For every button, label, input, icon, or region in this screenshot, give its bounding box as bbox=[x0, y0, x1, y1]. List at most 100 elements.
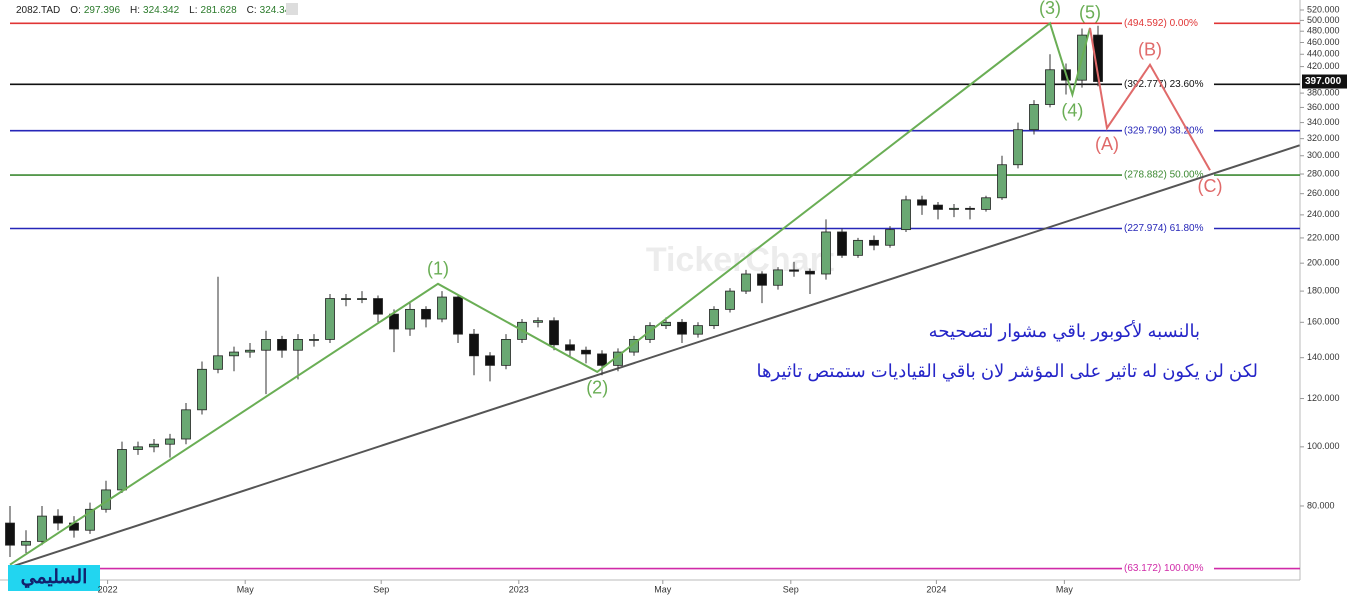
fib-label-bg bbox=[1122, 562, 1214, 575]
y-tick-label: 420.000 bbox=[1307, 61, 1340, 71]
x-tick-label: 2023 bbox=[509, 584, 529, 594]
candle-body bbox=[373, 298, 383, 315]
field-name: O: bbox=[70, 5, 81, 16]
candle-body bbox=[725, 290, 735, 310]
candle-body bbox=[837, 231, 847, 256]
candle-body bbox=[1045, 69, 1055, 105]
candle-body bbox=[997, 164, 1007, 199]
y-tick-label: 80.000 bbox=[1307, 500, 1335, 510]
candle-body bbox=[949, 207, 959, 210]
candle-body bbox=[37, 515, 47, 542]
candle-body bbox=[965, 207, 975, 210]
candle-body bbox=[789, 269, 799, 272]
candle-body bbox=[933, 204, 943, 210]
candle-body bbox=[885, 229, 895, 246]
y-tick-label: 160.000 bbox=[1307, 317, 1340, 327]
candle-body bbox=[565, 344, 575, 351]
y-tick-label: 300.000 bbox=[1307, 150, 1340, 160]
symbol: 2082.TAD bbox=[16, 5, 60, 16]
plot: (494.592) 0.00% (392.777) 23.60% (329.790)… bbox=[5, 0, 1300, 575]
wave-label: (5) bbox=[1079, 3, 1101, 23]
fib-label: (329.790) 38.20% bbox=[1124, 125, 1204, 136]
candle-body bbox=[1093, 34, 1103, 82]
header: 2082.TAD O: 297.396 H: 324.342 L: 281.628 C: 324… bbox=[16, 5, 296, 16]
field-value: 281.628 bbox=[201, 5, 238, 16]
wave-label: (1) bbox=[427, 259, 449, 279]
field-name: L: bbox=[189, 5, 197, 16]
candle-body bbox=[229, 351, 239, 357]
fib-label: (227.974) 61.80% bbox=[1124, 223, 1204, 234]
y-tick-label: 500.000 bbox=[1307, 15, 1340, 25]
field-name: H: bbox=[130, 5, 140, 16]
wave-label: (3) bbox=[1039, 0, 1061, 18]
y-tick-label: 240.000 bbox=[1307, 209, 1340, 219]
y-tick-label: 140.000 bbox=[1307, 352, 1340, 362]
candle-body bbox=[597, 353, 607, 366]
y-tick-label: 320.000 bbox=[1307, 133, 1340, 143]
candle-body bbox=[757, 273, 767, 286]
x-tick-label: 2022 bbox=[98, 584, 118, 594]
y-tick-label: 280.000 bbox=[1307, 168, 1340, 178]
candle-body bbox=[453, 296, 463, 335]
candle-body bbox=[181, 409, 191, 440]
fib-label-bg bbox=[1122, 17, 1214, 30]
candle-body bbox=[661, 321, 671, 327]
wave-label: (2) bbox=[586, 378, 608, 398]
candle-body bbox=[213, 355, 223, 370]
candle-body bbox=[629, 339, 639, 353]
y-tick-label: 100.000 bbox=[1307, 441, 1340, 451]
fib-label-bg bbox=[1122, 78, 1214, 91]
candle-body bbox=[709, 308, 719, 327]
candle-body bbox=[1013, 129, 1023, 166]
fib-label-bg bbox=[1122, 222, 1214, 235]
fib-label-bg bbox=[1122, 124, 1214, 137]
candle-body bbox=[133, 446, 143, 450]
fib-label: (494.592) 0.00% bbox=[1124, 18, 1198, 29]
candle-body bbox=[357, 298, 367, 300]
header-menu[interactable] bbox=[286, 3, 298, 15]
candle-body bbox=[533, 320, 543, 323]
y-tick-label: 220.000 bbox=[1307, 232, 1340, 242]
candle-body bbox=[165, 438, 175, 445]
candle-body bbox=[5, 522, 15, 546]
y-tick-label: 200.000 bbox=[1307, 258, 1340, 268]
annotation: لكن لن يكون له تاثير على المؤشر لان باقي… bbox=[757, 361, 1259, 382]
candle-body bbox=[821, 231, 831, 275]
candle-body bbox=[245, 349, 255, 353]
candle-body bbox=[581, 349, 591, 355]
last-price-box bbox=[1302, 74, 1347, 89]
candle-body bbox=[405, 308, 415, 330]
candle-body bbox=[469, 333, 479, 357]
candle-body bbox=[853, 239, 863, 256]
x-tick-label: May bbox=[1056, 584, 1074, 594]
wave-line bbox=[9, 21, 1091, 566]
y-tick-label: 340.000 bbox=[1307, 117, 1340, 127]
candle-body bbox=[341, 298, 351, 300]
candle-body bbox=[277, 339, 287, 351]
candle-body bbox=[21, 540, 31, 546]
wave-label: (C) bbox=[1198, 176, 1223, 196]
fib-label: (63.172) 100.00% bbox=[1124, 563, 1204, 574]
x-tick-label: Sep bbox=[373, 584, 389, 594]
y-tick-label: 120.000 bbox=[1307, 393, 1340, 403]
candle-body bbox=[261, 339, 271, 351]
candle-body bbox=[53, 515, 63, 524]
x-tick-label: May bbox=[654, 584, 672, 594]
candle-body bbox=[389, 313, 399, 330]
field-value: 297.396 bbox=[84, 5, 121, 16]
candle-body bbox=[149, 443, 159, 448]
candle-body bbox=[869, 239, 879, 246]
y-tick-label: 480.000 bbox=[1307, 26, 1340, 36]
y-tick-label: 460.000 bbox=[1307, 37, 1340, 47]
wave-line bbox=[1089, 27, 1211, 171]
candle-body bbox=[805, 270, 815, 275]
wave-label: (A) bbox=[1095, 134, 1119, 154]
candle-body bbox=[901, 199, 911, 231]
y-tick-label: 440.000 bbox=[1307, 49, 1340, 59]
logo: السليمي bbox=[21, 567, 88, 589]
candle-body bbox=[117, 449, 127, 491]
y-tick-label: 520.000 bbox=[1307, 4, 1340, 14]
candle-body bbox=[741, 273, 751, 292]
